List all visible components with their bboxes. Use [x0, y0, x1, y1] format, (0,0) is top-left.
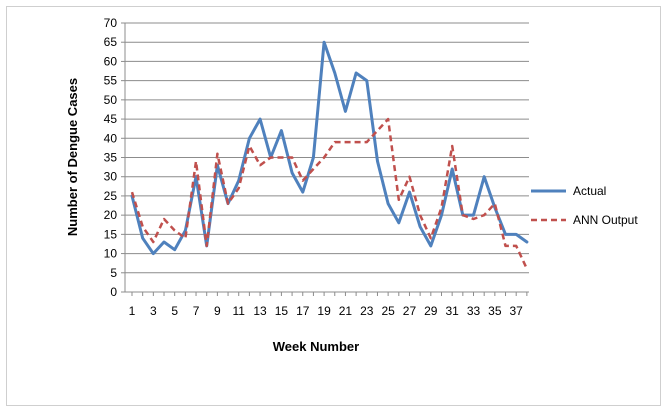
- y-tick-label: 5: [110, 266, 117, 280]
- x-tick-label: 37: [510, 304, 524, 318]
- x-tick-label: 29: [424, 304, 438, 318]
- x-tick-label: 13: [253, 304, 267, 318]
- y-tick-label: 30: [104, 170, 118, 184]
- series-lines: [130, 40, 529, 270]
- series-line-ann-output: [130, 117, 529, 270]
- y-tick-label: 15: [104, 227, 118, 241]
- y-tick-label: 10: [104, 247, 118, 261]
- x-tick-label: 21: [339, 304, 353, 318]
- x-tick-label: 23: [360, 304, 374, 318]
- legend-label: ANN Output: [573, 213, 638, 227]
- x-tick-label: 31: [445, 304, 459, 318]
- y-tick-label: 60: [104, 54, 118, 68]
- y-tick-label: 40: [104, 131, 118, 145]
- x-tick-label: 9: [214, 304, 221, 318]
- x-tick-label: 1: [129, 304, 136, 318]
- y-axis-title: Number of Dengue Cases: [65, 78, 80, 236]
- y-tick-label: 45: [104, 112, 118, 126]
- x-tick-label: 35: [488, 304, 502, 318]
- y-tick-label: 70: [104, 16, 118, 30]
- x-tick-label: 3: [150, 304, 157, 318]
- legend-label: Actual: [573, 184, 606, 198]
- x-axis-title: Week Number: [273, 339, 359, 354]
- x-tick-label: 25: [381, 304, 395, 318]
- y-tick-label: 0: [110, 285, 117, 299]
- x-tick-label: 11: [232, 304, 245, 318]
- x-tick-label: 27: [403, 304, 417, 318]
- y-tick-label: 25: [104, 189, 118, 203]
- x-tick-label: 19: [317, 304, 331, 318]
- x-tick-label: 7: [193, 304, 200, 318]
- y-tick-label: 55: [104, 74, 118, 88]
- y-tick-label: 20: [104, 208, 118, 222]
- legend: Actual ANN Output: [531, 184, 638, 227]
- y-tick-label: 50: [104, 93, 118, 107]
- gridlines: [125, 22, 529, 274]
- x-tick-label: 5: [171, 304, 178, 318]
- x-tick-label: 15: [275, 304, 289, 318]
- y-tick-label: 35: [104, 151, 118, 165]
- y-tick-label: 65: [104, 35, 118, 49]
- x-tick-label: 33: [467, 304, 481, 318]
- x-tick-label: 17: [296, 304, 310, 318]
